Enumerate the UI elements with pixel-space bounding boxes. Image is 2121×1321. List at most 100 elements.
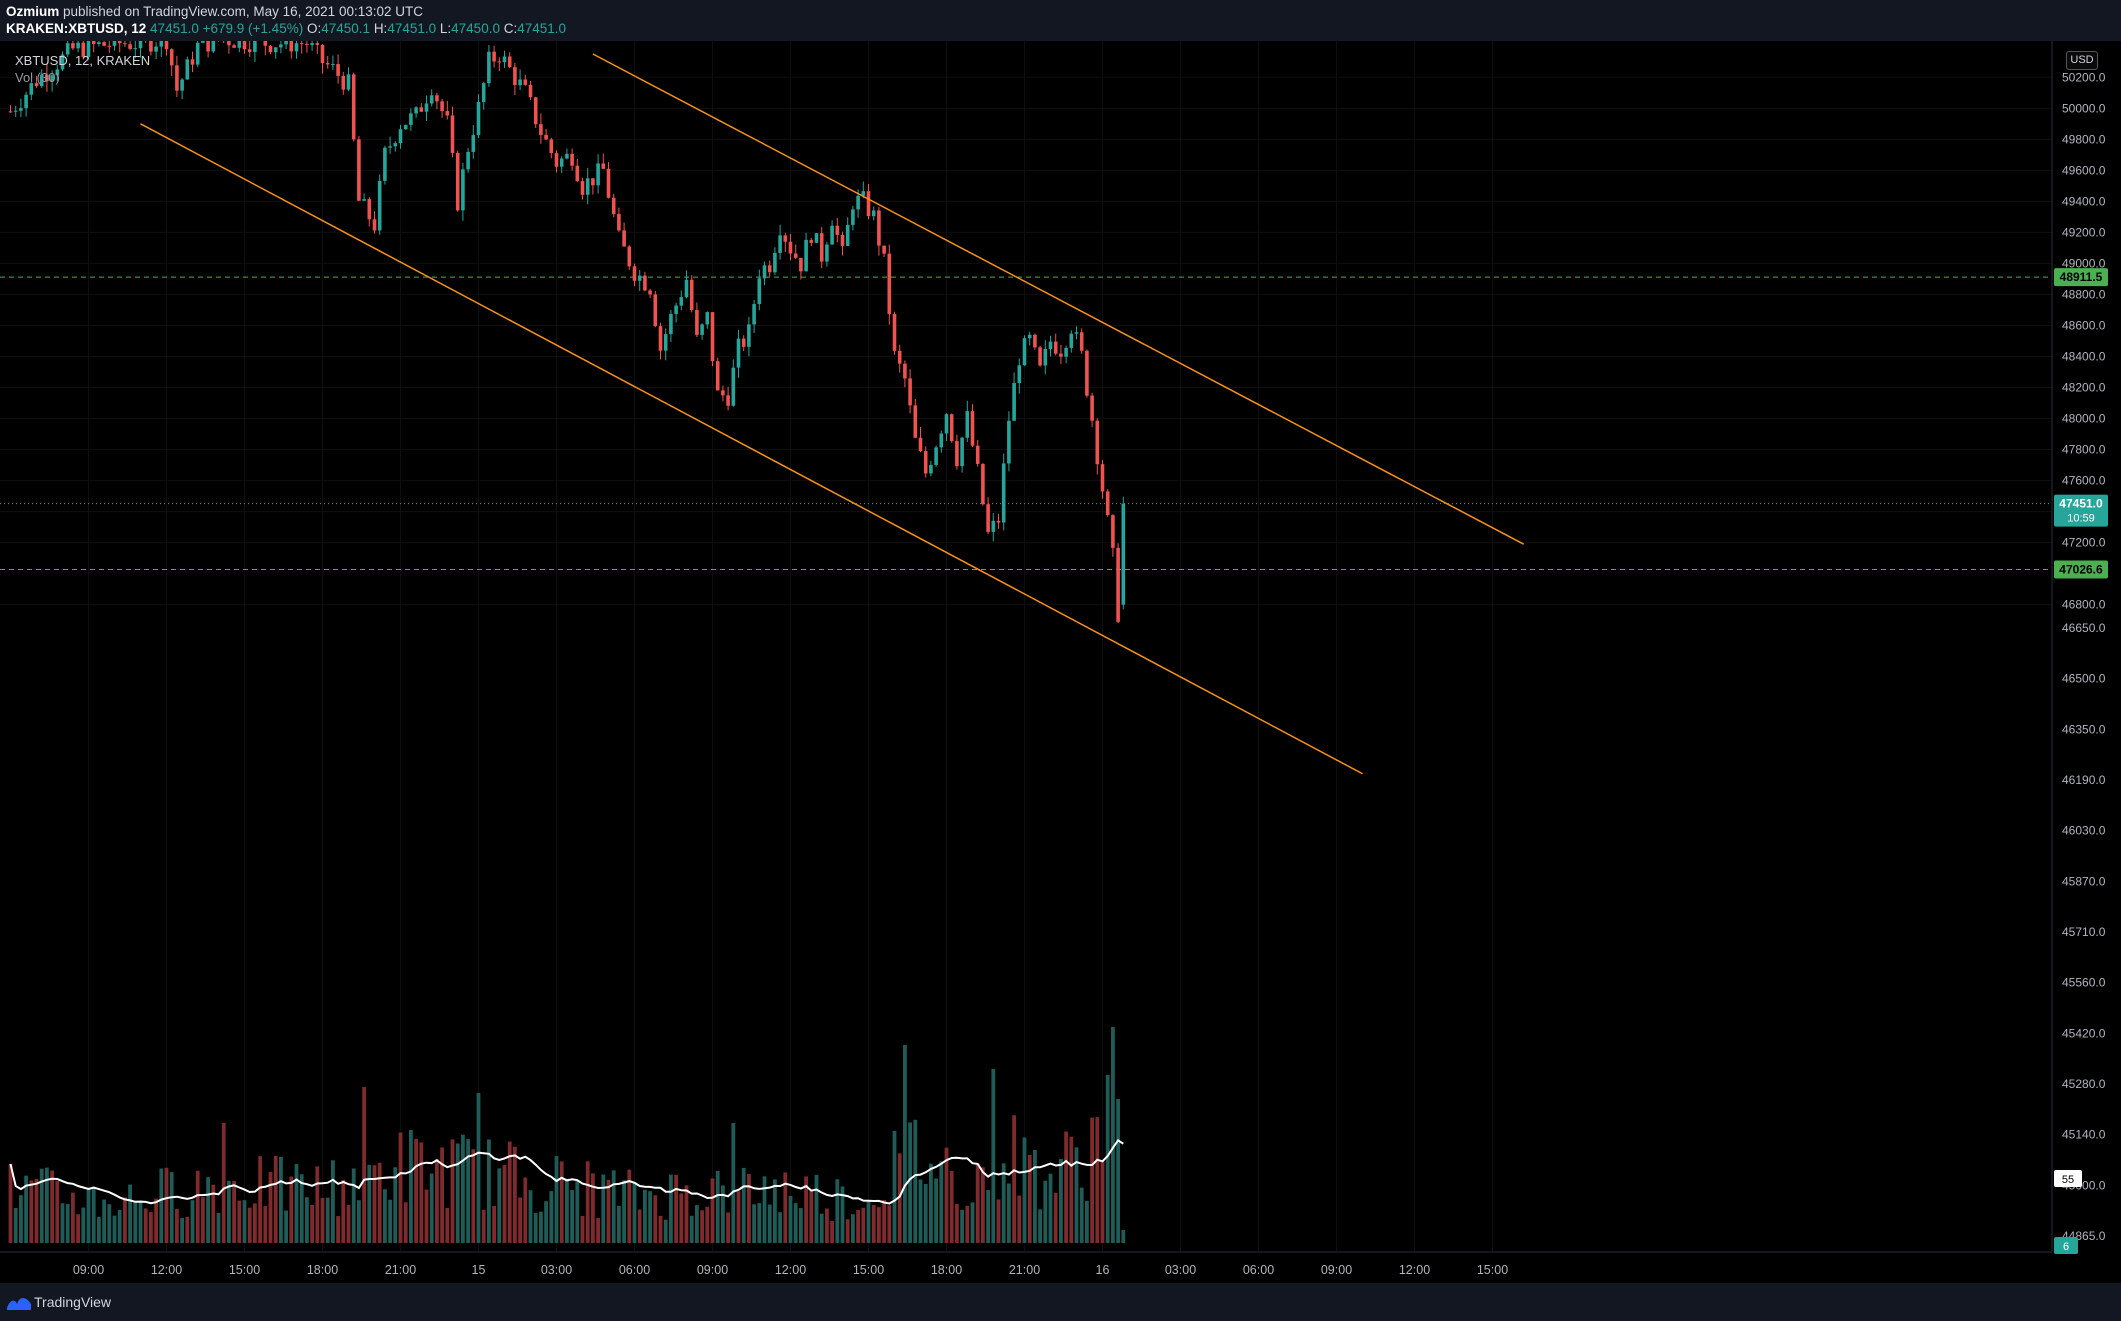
candle-body bbox=[398, 129, 403, 144]
candle-body bbox=[1064, 347, 1068, 357]
time-tick-label: 21:00 bbox=[1009, 1263, 1040, 1277]
volume-bar bbox=[892, 1130, 897, 1243]
candle-body bbox=[533, 97, 538, 125]
price-tick-label: 48000.0 bbox=[2062, 412, 2106, 426]
trendlines[interactable] bbox=[140, 53, 1525, 775]
close-label: C: bbox=[503, 21, 518, 36]
candle-body bbox=[180, 79, 184, 91]
volume-bar bbox=[471, 1149, 476, 1243]
volume-bar bbox=[414, 1138, 418, 1243]
volume-bar bbox=[918, 1179, 923, 1243]
publisher-name[interactable]: Ozmium bbox=[6, 4, 60, 19]
volume-bar bbox=[123, 1197, 127, 1243]
candle-body bbox=[487, 51, 491, 84]
volume-legend[interactable]: Vol (30) bbox=[15, 70, 60, 85]
candle-body bbox=[331, 64, 335, 66]
price-tick-label: 45280.0 bbox=[2062, 1077, 2106, 1091]
volume-bar bbox=[195, 1170, 200, 1243]
price-chart[interactable]: 50200.0 50000.0 49800.0 49600.0 49400.0 49200… bbox=[0, 41, 2121, 1283]
volume-bar bbox=[908, 1122, 912, 1243]
symbol-label[interactable]: KRAKEN:XBTUSD, 12 bbox=[6, 21, 147, 36]
candle-body bbox=[523, 79, 528, 85]
candle-body bbox=[783, 235, 788, 242]
volume-bar bbox=[710, 1178, 715, 1243]
volume-bar bbox=[570, 1190, 574, 1243]
volume-bar bbox=[211, 1184, 216, 1243]
candle-body bbox=[128, 44, 132, 49]
candle-body bbox=[13, 110, 18, 112]
candle-body bbox=[643, 275, 647, 291]
bar-countdown-label: 10:59 bbox=[2067, 513, 2095, 525]
volume-bar bbox=[689, 1215, 694, 1243]
candle-body bbox=[97, 42, 101, 45]
candle-body bbox=[1105, 491, 1110, 516]
low-value: 47450.0 bbox=[451, 21, 500, 36]
volume-bar bbox=[362, 1087, 366, 1243]
volume-bar bbox=[289, 1176, 294, 1243]
candle-body bbox=[539, 124, 543, 135]
time-tick-label: 15:00 bbox=[229, 1263, 260, 1277]
volume-bar bbox=[71, 1192, 75, 1243]
candle-body bbox=[986, 504, 990, 532]
candle-body bbox=[123, 43, 127, 45]
volume-bar bbox=[845, 1219, 850, 1243]
volume-bar bbox=[539, 1211, 543, 1243]
chart-symbol-legend[interactable]: XBTUSD, 12, KRAKEN bbox=[15, 53, 151, 68]
candle-body bbox=[565, 153, 569, 159]
candle-body bbox=[809, 239, 814, 243]
volume-bar bbox=[648, 1191, 652, 1243]
volume-bar bbox=[975, 1163, 980, 1243]
volume-bar bbox=[76, 1214, 80, 1243]
volume-bar bbox=[320, 1197, 325, 1243]
candle-body bbox=[310, 43, 314, 45]
volume-bar bbox=[86, 1187, 91, 1243]
volume-bar bbox=[169, 1172, 174, 1243]
candle-body bbox=[585, 178, 590, 195]
tradingview-brand[interactable]: TradingView bbox=[34, 1294, 112, 1310]
currency-badge[interactable]: USD bbox=[2066, 51, 2098, 70]
candle-body bbox=[1012, 383, 1016, 421]
volume-bar bbox=[663, 1219, 668, 1243]
volume-bar bbox=[24, 1175, 28, 1243]
volume-bar bbox=[1053, 1192, 1058, 1243]
price-change: +679.9 (+1.45%) bbox=[202, 21, 304, 36]
publisher-line: Ozmium published on TradingView.com, May… bbox=[6, 4, 423, 19]
volume-bar bbox=[554, 1156, 559, 1243]
candle-body bbox=[606, 168, 611, 198]
volume-bar bbox=[112, 1215, 117, 1243]
volume-bar bbox=[736, 1191, 741, 1243]
volume-bar bbox=[627, 1169, 632, 1243]
candle-body bbox=[877, 210, 881, 246]
candle-body bbox=[663, 334, 668, 351]
candle-body bbox=[393, 143, 398, 147]
price-tick-label: 50200.0 bbox=[2062, 70, 2106, 84]
candle-body bbox=[1027, 334, 1032, 339]
candle-body bbox=[1059, 353, 1063, 357]
volume-bar bbox=[91, 1187, 96, 1243]
time-axis[interactable]: 09:00 12:00 15:00 18:00 21:00 15 03:00 06:00 09:… bbox=[0, 1251, 2052, 1283]
price-tick-label: 48600.0 bbox=[2062, 318, 2106, 332]
candle-body bbox=[767, 265, 772, 273]
time-tick-label: 16 bbox=[1096, 1263, 1110, 1277]
volume-bar bbox=[877, 1207, 881, 1243]
volume-bar bbox=[1038, 1209, 1042, 1243]
candle-body bbox=[632, 266, 637, 281]
volume-bar bbox=[934, 1178, 938, 1243]
candle-body bbox=[1100, 464, 1105, 492]
candle-body bbox=[1043, 348, 1048, 366]
volume-bar bbox=[398, 1132, 403, 1243]
tradingview-logo-icon[interactable] bbox=[6, 1293, 32, 1311]
volume-bar bbox=[559, 1161, 564, 1243]
volume-bar bbox=[507, 1141, 512, 1243]
candle-body bbox=[554, 153, 559, 167]
price-axis[interactable]: 50200.0 50000.0 49800.0 49600.0 49400.0 49200… bbox=[2051, 41, 2121, 1283]
volume-bar bbox=[861, 1207, 866, 1243]
candle-body bbox=[752, 304, 756, 325]
volume-bar bbox=[206, 1177, 210, 1243]
price-tick-label: 45560.0 bbox=[2062, 976, 2106, 990]
volume-bar bbox=[585, 1161, 590, 1243]
volume-bar bbox=[851, 1214, 855, 1243]
candle-body bbox=[981, 463, 985, 505]
price-tick-label: 46190.0 bbox=[2062, 773, 2106, 787]
candle-body bbox=[190, 59, 195, 65]
